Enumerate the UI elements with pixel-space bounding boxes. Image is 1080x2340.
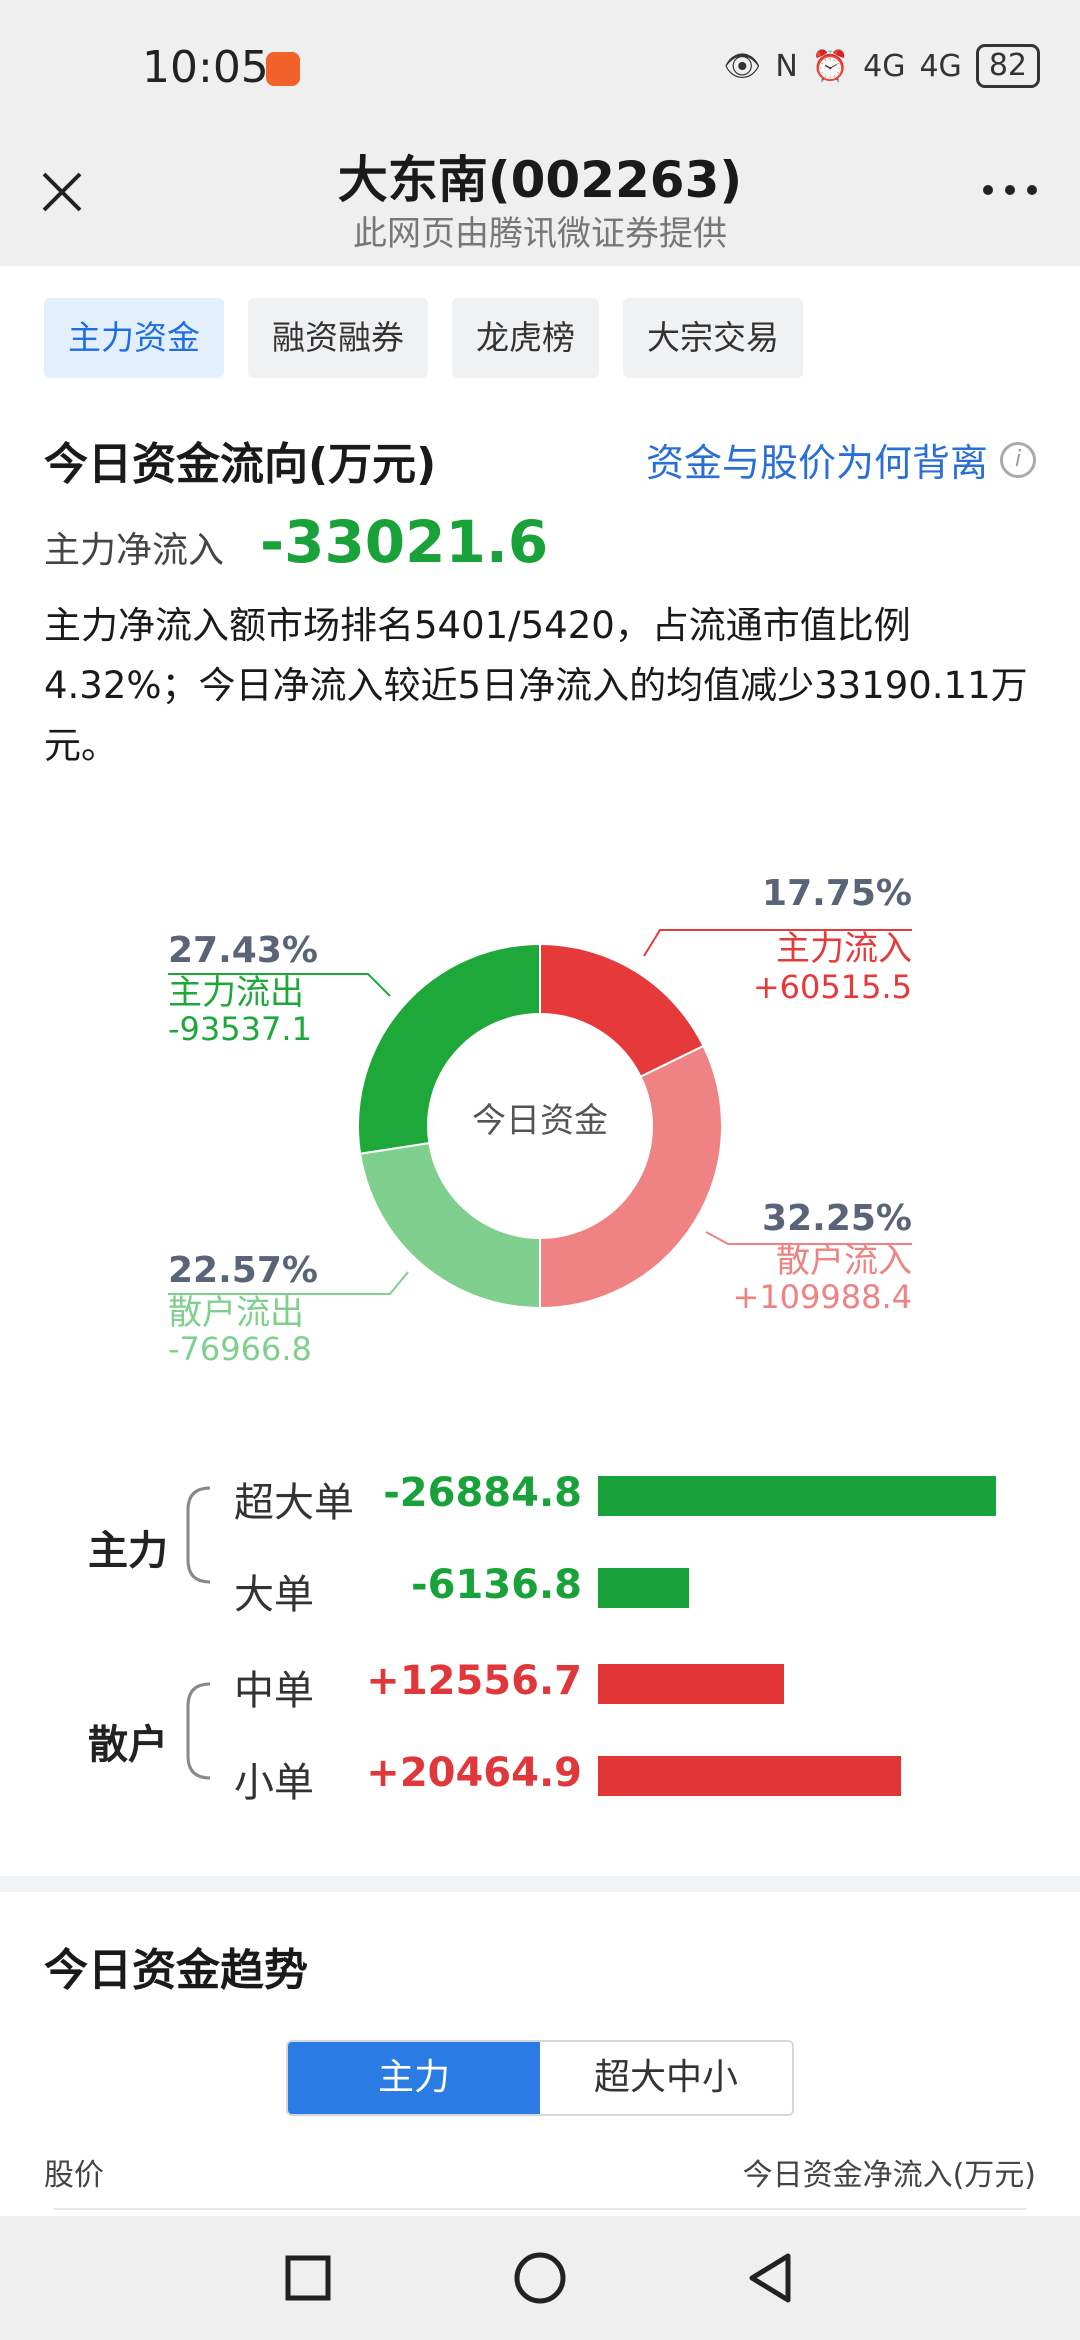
donut-slice-1 <box>539 1044 723 1310</box>
trend-title: 今日资金趋势 <box>44 1945 308 1996</box>
slice-label: 散户流出 <box>168 1293 304 1333</box>
row-label: 小单 <box>234 1760 314 1806</box>
row-bar <box>598 1568 689 1608</box>
tab-main-funds[interactable]: 主力资金 <box>44 298 224 378</box>
back-icon[interactable] <box>740 2246 804 2310</box>
leader-line <box>168 973 391 997</box>
row-value: -26884.8 <box>383 1470 582 1516</box>
slice-percent: 27.43% <box>168 930 318 971</box>
section-divider <box>0 1876 1080 1892</box>
tab-bar: 主力资金 融资融券 龙虎榜 大宗交易 <box>44 298 803 378</box>
donut-center-label: 今日资金 <box>472 1101 608 1141</box>
why-divergence-link[interactable]: 资金与股价为何背离 i <box>646 432 1036 487</box>
row-bar <box>598 1664 784 1704</box>
row-bar <box>598 1476 996 1516</box>
nfc-icon: N <box>775 48 798 84</box>
inflow-axis-label: 今日资金净流入(万元) <box>742 2158 1036 2193</box>
slice-value: +60515.5 <box>753 968 912 1006</box>
notification-app-icon <box>266 52 300 86</box>
status-icons: 👁 N ⏰ 4G 4G 82 <box>723 44 1040 88</box>
tab-margin[interactable]: 融资融券 <box>248 298 428 378</box>
row-label: 超大单 <box>234 1480 354 1526</box>
row-value: +20464.9 <box>366 1750 582 1796</box>
order-size-breakdown: 主力 散户 超大单 -26884.8 大单 -6136.8 中单 +12556.… <box>0 1440 1080 1840</box>
page-title: 大东南(002263) <box>337 151 743 209</box>
slice-percent: 17.75% <box>762 873 912 914</box>
row-label: 中单 <box>234 1668 314 1714</box>
donut-slice-0 <box>539 942 705 1079</box>
net-inflow-value: -33021.6 <box>260 508 549 576</box>
group-label-main: 主力 <box>88 1528 168 1574</box>
row-value: +12556.7 <box>366 1658 582 1704</box>
slice-value: +109988.4 <box>733 1278 913 1316</box>
net-inflow-label: 主力净流入 <box>44 530 225 571</box>
slice-label: 散户流入 <box>776 1241 912 1281</box>
recent-apps-icon[interactable] <box>276 2246 340 2310</box>
fund-flow-donut-chart: 今日资金 17.75% 主力流入 +60515.5 32.25% 散户流入 +1… <box>168 873 913 1368</box>
nav-bar: 大东南(002263) 此网页由腾讯微证券提供 <box>0 130 1080 266</box>
donut-slice-3 <box>357 942 541 1155</box>
segment-main[interactable]: 主力 <box>288 2042 540 2114</box>
group-label-retail: 散户 <box>88 1722 168 1768</box>
status-bar: 10:05 👁 N ⏰ 4G 4G 82 <box>0 0 1080 130</box>
slice-value: -76966.8 <box>168 1330 312 1368</box>
group-brackets <box>186 1486 211 1780</box>
status-time: 10:05 <box>142 42 269 93</box>
signal-icon: 4G <box>919 48 962 84</box>
system-nav-bar <box>0 2216 1080 2340</box>
slice-value: -93537.1 <box>168 1010 312 1048</box>
slice-percent: 32.25% <box>762 1198 912 1239</box>
more-icon[interactable] <box>980 182 1040 198</box>
leader-line <box>168 1271 409 1295</box>
why-divergence-label[interactable]: 资金与股价为何背离 <box>645 441 988 485</box>
info-icon[interactable]: i <box>1000 441 1036 478</box>
section-title: 今日资金流向(万元) <box>44 439 437 490</box>
donut-slice-2 <box>358 1141 541 1310</box>
row-label: 大单 <box>234 1572 314 1618</box>
slice-label: 主力流入 <box>776 929 912 969</box>
tab-dragon-tiger[interactable]: 龙虎榜 <box>452 298 599 378</box>
price-axis-label: 股价 <box>44 2158 104 2193</box>
segment-size[interactable]: 超大中小 <box>540 2042 792 2114</box>
close-icon[interactable] <box>36 166 88 218</box>
net-inflow: 主力净流入 -33021.6 <box>44 508 548 576</box>
home-icon[interactable] <box>508 2246 572 2310</box>
page-subtitle: 此网页由腾讯微证券提供 <box>353 214 727 254</box>
row-bar <box>598 1756 901 1796</box>
trend-chart <box>54 2208 1026 2232</box>
slice-percent: 22.57% <box>168 1250 318 1291</box>
eye-icon: 👁 <box>723 48 762 84</box>
leader-line <box>643 929 912 957</box>
tab-block-trade[interactable]: 大宗交易 <box>623 298 803 378</box>
slice-label: 主力流出 <box>168 973 304 1013</box>
flow-description: 主力净流入额市场排名5401/5420，占流通市值比例4.32%；今日净流入较近… <box>44 604 1028 767</box>
alarm-icon: ⏰ <box>811 48 850 84</box>
signal-icon: 4G <box>863 48 906 84</box>
row-value: -6136.8 <box>411 1562 582 1608</box>
battery-icon: 82 <box>975 44 1040 88</box>
leader-line <box>705 1231 912 1245</box>
trend-segmented-control: 主力 超大中小 <box>286 2040 794 2116</box>
